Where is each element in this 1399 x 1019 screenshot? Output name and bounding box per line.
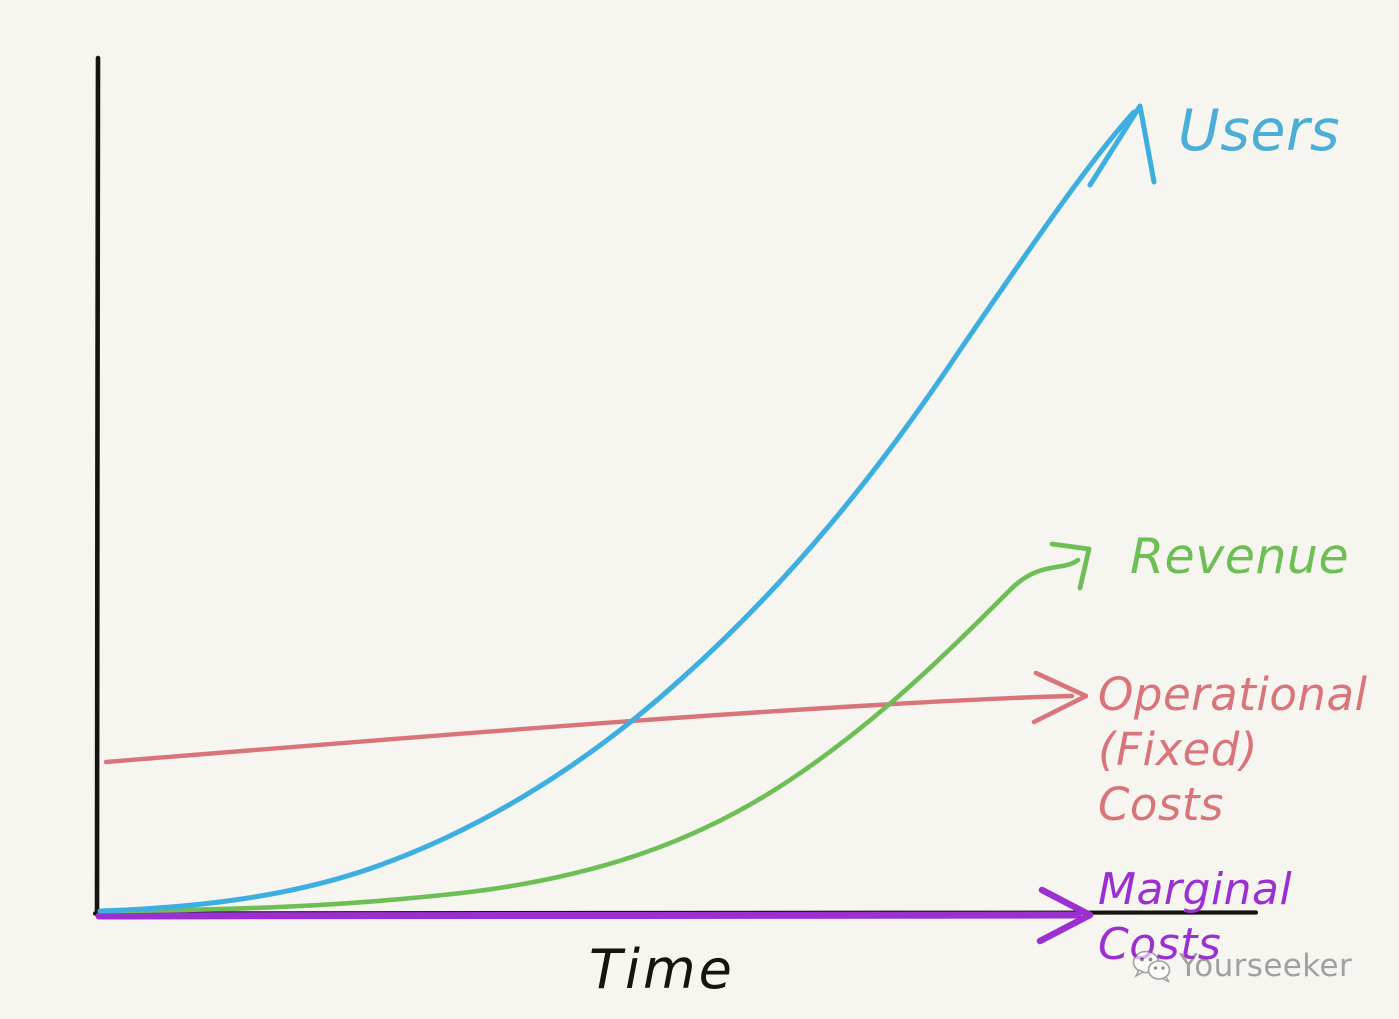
x-axis-label: Time: [589, 938, 735, 1001]
series-label-operational-costs: Operational (Fixed) Costs: [1098, 668, 1368, 833]
y-axis-line: [94, 55, 101, 916]
revenue-arrowhead: [1049, 541, 1092, 591]
series-marginal-costs: [95, 886, 1094, 945]
operational-costs-label-line2: (Fixed) Costs: [1098, 722, 1258, 831]
users-curve: [97, 109, 1137, 914]
series-revenue: [100, 541, 1092, 914]
watermark-text: Yourseeker: [1179, 948, 1353, 984]
marginal-costs-label-line1: Marginal: [1098, 864, 1293, 915]
wechat-icon: [1132, 950, 1171, 983]
revenue-curve: [100, 557, 1081, 914]
operational-costs-label-line1: Operational: [1098, 668, 1368, 721]
operational-costs-arrowhead: [1031, 670, 1089, 725]
marginal-costs-arrowhead: [1036, 886, 1094, 945]
users-arrowhead: [1087, 103, 1157, 188]
axes-group: [92, 55, 1259, 916]
series-label-users: Users: [1178, 98, 1341, 164]
marginal-costs-line: [95, 911, 1082, 920]
operational-costs-line: [103, 693, 1075, 765]
watermark: Yourseeker: [1132, 948, 1352, 984]
series-operational-costs: [103, 670, 1089, 765]
series-users: [97, 103, 1157, 914]
series-label-revenue: Revenue: [1130, 528, 1350, 585]
